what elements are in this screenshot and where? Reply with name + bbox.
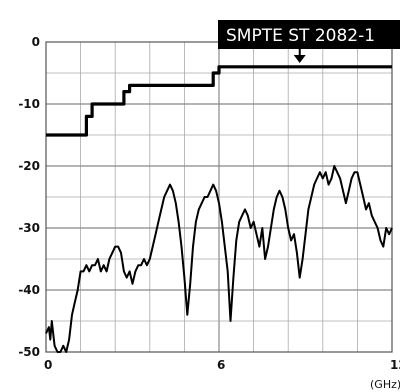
x-tick-label: 0 — [44, 358, 52, 372]
y-tick-label: -20 — [18, 159, 40, 173]
series-layer — [45, 65, 393, 353]
annotation-arrow-head — [293, 55, 306, 63]
grid — [46, 42, 392, 352]
y-tick-label: -40 — [18, 283, 40, 297]
y-axis-tick-labels: 0 -10 -20 -30 -40 -50 — [18, 35, 40, 359]
x-axis-tick-labels: 0 6 12.0 — [44, 358, 400, 372]
x-tick-label: 12.0 — [390, 358, 400, 372]
standard-annotation: SMPTE ST 2082-1 — [218, 20, 400, 63]
y-tick-label: -10 — [18, 97, 40, 111]
measured-trace — [45, 165, 393, 353]
y-tick-label: -50 — [18, 345, 40, 359]
x-axis-unit: (GHz) — [370, 378, 400, 391]
y-tick-label: -30 — [18, 221, 40, 235]
limit-line — [46, 65, 392, 137]
annotation-label: SMPTE ST 2082-1 — [226, 26, 375, 46]
y-tick-label: 0 — [32, 35, 40, 49]
annotation-box — [218, 20, 400, 49]
x-tick-label: 6 — [217, 358, 225, 372]
